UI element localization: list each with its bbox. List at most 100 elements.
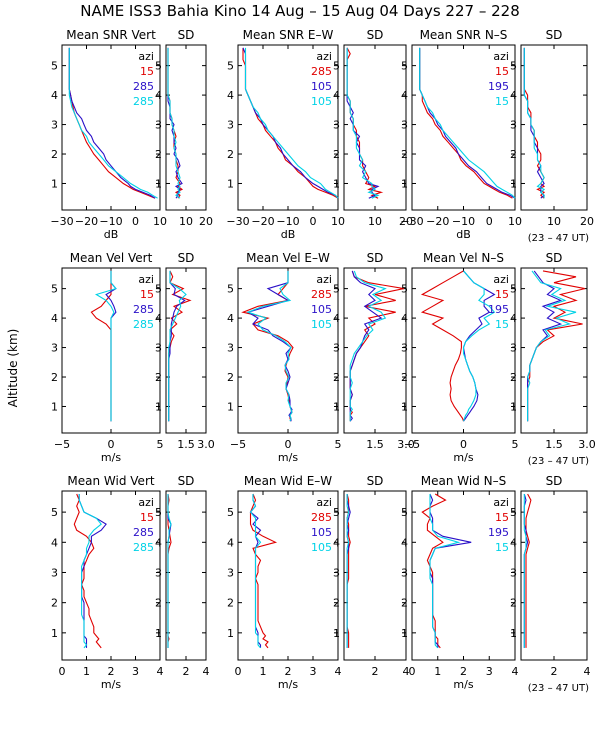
y-tick-label: 5 bbox=[401, 60, 408, 73]
y-tick-label: 4 bbox=[401, 89, 408, 102]
y-tick-label: 2 bbox=[510, 148, 517, 161]
x-tick-label: −10 bbox=[99, 215, 122, 228]
y-tick-label: 5 bbox=[155, 283, 162, 296]
time-range-note: (23 – 47 UT) bbox=[528, 456, 589, 467]
panel-title: Mean SNR E–W bbox=[243, 28, 334, 42]
series-line-285 bbox=[78, 494, 102, 649]
x-tick-label: 2 bbox=[183, 665, 190, 678]
series-line-285 bbox=[167, 494, 172, 648]
x-tick-label: 4 bbox=[335, 665, 342, 678]
panel-title: SD bbox=[178, 251, 195, 265]
series-line-105 bbox=[349, 270, 387, 422]
series-line-15 bbox=[420, 270, 465, 422]
y-tick-label: 2 bbox=[333, 597, 340, 610]
y-tick-label: 2 bbox=[155, 371, 162, 384]
x-axis-label: m/s bbox=[278, 678, 298, 691]
y-tick-label: 4 bbox=[510, 312, 517, 325]
x-tick-label: −5 bbox=[404, 438, 420, 451]
panel-title: Mean Wid E–W bbox=[244, 474, 332, 488]
x-tick-label: 1.5 bbox=[545, 438, 563, 451]
series-line-15 bbox=[523, 494, 527, 648]
y-tick-label: 1 bbox=[227, 400, 234, 413]
series-line-285 bbox=[167, 47, 181, 199]
legend-entry: 285 bbox=[133, 318, 154, 331]
x-tick-label: 3.0 bbox=[197, 438, 215, 451]
y-tick-label: 5 bbox=[227, 506, 234, 519]
legend-entry: 285 bbox=[311, 65, 332, 78]
series-line-105 bbox=[246, 270, 293, 422]
y-tick-label: 3 bbox=[51, 119, 58, 132]
panel-title: SD bbox=[546, 251, 563, 265]
y-tick-label: 4 bbox=[333, 312, 340, 325]
y-tick-label: 1 bbox=[155, 400, 162, 413]
y-tick-label: 4 bbox=[51, 312, 58, 325]
x-tick-label: 10 bbox=[179, 215, 193, 228]
panel-0-1: 1 2 3 4 5 10 20 SD bbox=[155, 28, 213, 228]
y-tick-label: 1 bbox=[510, 627, 517, 640]
series-line-285 bbox=[241, 270, 294, 422]
x-axis-label: m/s bbox=[453, 678, 473, 691]
legend-entry: 15 bbox=[140, 65, 154, 78]
series-line-105 bbox=[346, 494, 350, 648]
y-tick-label: 3 bbox=[51, 342, 58, 355]
y-tick-label: 2 bbox=[510, 371, 517, 384]
panel-0-2: 1 2 3 4 5 −30 −20 −10 0 10 Mean SNR E–W dB azi 285 105… bbox=[226, 28, 345, 241]
x-tick-label: 0 bbox=[486, 215, 493, 228]
legend-entry: 15 bbox=[495, 288, 509, 301]
x-tick-label: 4 bbox=[403, 665, 410, 678]
x-tick-label: −20 bbox=[75, 215, 98, 228]
series-line-285 bbox=[68, 47, 158, 199]
legend-entry: 15 bbox=[495, 318, 509, 331]
panel-1-2: 1 2 3 4 5 −5 0 5 Mean Vel E–W m/s azi 285 105 105 bbox=[227, 251, 342, 464]
panel-title: Mean SNR N–S bbox=[420, 28, 508, 42]
series-line-105 bbox=[249, 494, 262, 649]
panel-title: Mean Wid Vert bbox=[67, 474, 154, 488]
y-tick-label: 4 bbox=[401, 312, 408, 325]
y-tick-label: 4 bbox=[510, 536, 517, 549]
legend-entry: 105 bbox=[311, 526, 332, 539]
legend-header: azi bbox=[316, 50, 332, 63]
y-tick-label: 2 bbox=[401, 148, 408, 161]
y-tick-label: 5 bbox=[333, 506, 340, 519]
panel-title: SD bbox=[546, 474, 563, 488]
panel-frame bbox=[343, 490, 407, 661]
y-tick-label: 2 bbox=[51, 597, 58, 610]
x-axis-label: m/s bbox=[101, 678, 121, 691]
panel-frame bbox=[520, 490, 588, 661]
y-tick-label: 3 bbox=[510, 566, 517, 579]
x-tick-label: 3 bbox=[132, 665, 139, 678]
x-tick-label: 10 bbox=[547, 215, 561, 228]
series-line-195 bbox=[527, 270, 563, 422]
x-tick-label: −20 bbox=[251, 215, 274, 228]
x-tick-label: 2 bbox=[372, 665, 379, 678]
y-tick-label: 4 bbox=[51, 536, 58, 549]
y-tick-label: 2 bbox=[51, 371, 58, 384]
legend-entry: 285 bbox=[133, 541, 154, 554]
x-axis-label: dB bbox=[104, 228, 119, 241]
series-line-15 bbox=[73, 493, 102, 649]
x-tick-label: 4 bbox=[584, 665, 591, 678]
y-tick-label: 4 bbox=[401, 536, 408, 549]
x-tick-label: 4 bbox=[157, 665, 164, 678]
panel-frame bbox=[165, 490, 207, 661]
x-tick-label: 5 bbox=[335, 438, 342, 451]
panel-1-5: 1 2 3 4 5 1.5 3.0 SD (23 – 47 UT) bbox=[510, 251, 596, 467]
legend-entry: 195 bbox=[488, 303, 509, 316]
x-tick-label: 2 bbox=[285, 665, 292, 678]
series-line-285 bbox=[349, 270, 405, 422]
y-tick-label: 5 bbox=[401, 506, 408, 519]
panel-frame bbox=[165, 44, 207, 211]
series-line-15 bbox=[421, 493, 447, 649]
legend-entry: 285 bbox=[133, 526, 154, 539]
series-line-105 bbox=[346, 47, 380, 199]
y-tick-label: 5 bbox=[510, 60, 517, 73]
x-tick-label: 0 bbox=[235, 665, 242, 678]
y-tick-label: 4 bbox=[155, 312, 162, 325]
y-tick-label: 5 bbox=[510, 283, 517, 296]
x-tick-label: 3 bbox=[486, 665, 493, 678]
legend-header: azi bbox=[493, 496, 509, 509]
x-tick-label: 1.5 bbox=[177, 438, 195, 451]
